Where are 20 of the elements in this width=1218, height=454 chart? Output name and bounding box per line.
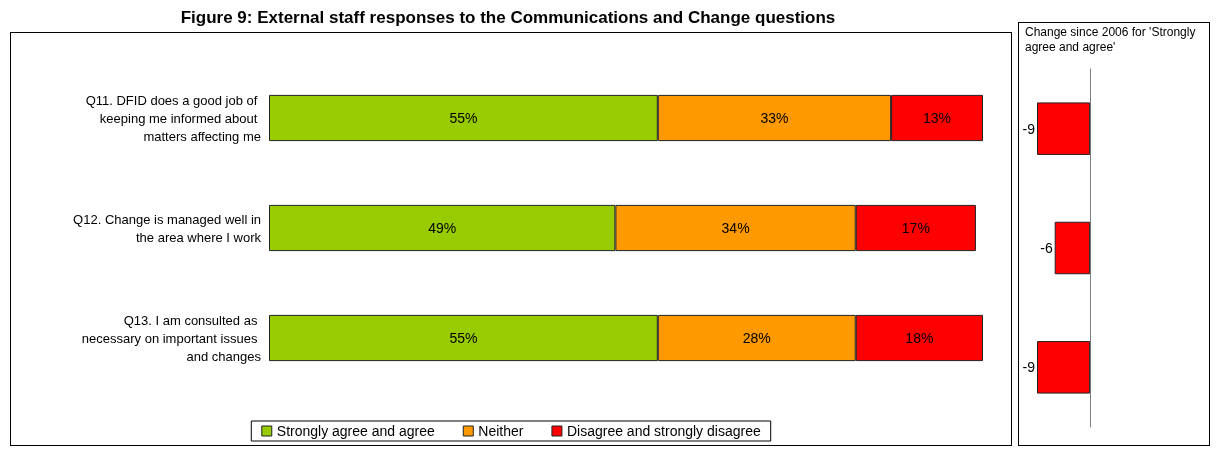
y-tick-label: Q13. I am consulted as necessary on important issues and changes (81, 312, 262, 364)
data-label: 55% (449, 330, 478, 346)
y-tick-label: Q11. DFID does a good job of keeping me informed about matters affecting me (85, 92, 261, 144)
legend-label: Disagree and strongly disagree (566, 423, 761, 439)
data-label: 34% (721, 220, 750, 236)
legend-label: Strongly agree and agree (276, 423, 436, 439)
chart-title: Figure 9: External staff responses to the Communications and Change questions (179, 8, 837, 28)
y-tick-label: Q12. Change is managed well in the area where I work (73, 211, 262, 245)
data-label: -6 (1040, 240, 1053, 256)
chart-title: Change since 2006 for 'Strongly agree and agree' (1025, 25, 1197, 55)
data-label: 55% (449, 110, 478, 126)
data-label: 33% (760, 110, 789, 126)
data-label: -9 (1022, 359, 1036, 376)
data-label: 17% (901, 220, 930, 236)
data-label: 13% (923, 110, 952, 126)
data-label: 49% (428, 220, 457, 236)
legend-label: Neither (478, 423, 524, 439)
data-label: -9 (1022, 120, 1036, 137)
data-label: 18% (905, 330, 934, 346)
data-label: 28% (742, 330, 771, 346)
